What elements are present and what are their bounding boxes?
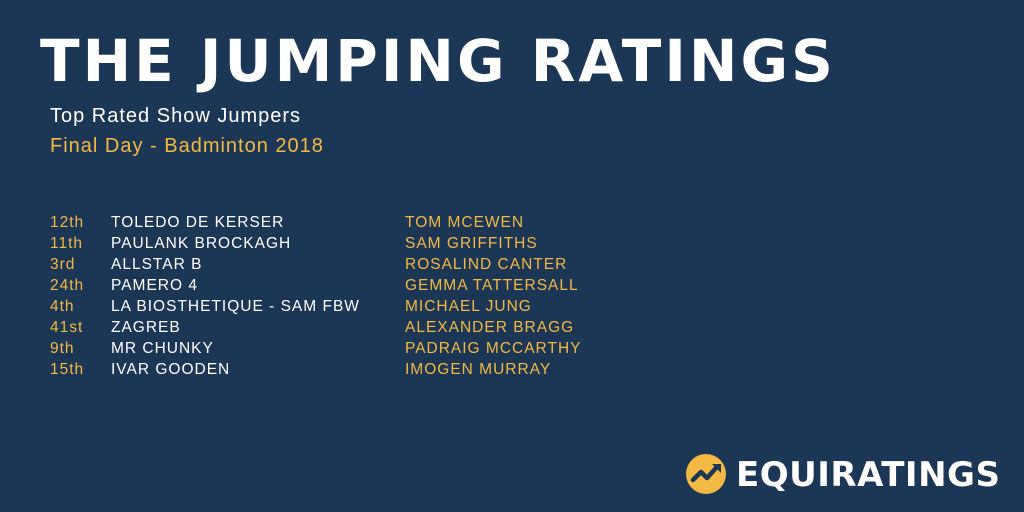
horse-name: PAMERO 4 xyxy=(111,277,198,294)
rank-label: 15th xyxy=(50,361,85,378)
brand-name: EQUIRATINGS xyxy=(736,455,1001,495)
horse-name: PAULANK BROCKAGH xyxy=(111,235,292,252)
rating-row: 24th PAMERO 4 GEMMA TATTERSALL xyxy=(50,275,670,296)
trend-arrow-icon xyxy=(686,454,726,494)
rating-row: 12th TOLEDO DE KERSER TOM MCEWEN xyxy=(50,212,670,233)
rider-name: MICHAEL JUNG xyxy=(405,298,532,315)
ratings-list: 12th TOLEDO DE KERSER TOM MCEWEN 11th PA… xyxy=(50,212,670,380)
brand-logo: EQUIRATINGS xyxy=(685,453,1000,497)
rating-row: 9th MR CHUNKY PADRAIG MCCARTHY xyxy=(50,338,670,359)
rating-row: 3rd ALLSTAR B ROSALIND CANTER xyxy=(50,254,670,275)
page-title: THE JUMPING RATINGS xyxy=(40,27,836,95)
rank-label: 12th xyxy=(50,214,85,231)
horse-name: ZAGREB xyxy=(111,319,181,336)
rank-label: 11th xyxy=(50,235,84,252)
rank-label: 9th xyxy=(50,340,75,357)
rider-name: IMOGEN MURRAY xyxy=(405,361,552,378)
subtitle: Top Rated Show Jumpers xyxy=(50,105,302,127)
horse-name: TOLEDO DE KERSER xyxy=(111,214,285,231)
rank-label: 24th xyxy=(50,277,85,294)
horse-name: LA BIOSTHETIQUE - SAM FBW xyxy=(111,298,360,315)
rider-name: TOM MCEWEN xyxy=(405,214,525,231)
rating-row: 15th IVAR GOODEN IMOGEN MURRAY xyxy=(50,359,670,380)
rank-label: 4th xyxy=(50,298,75,315)
rider-name: PADRAIG MCCARTHY xyxy=(405,340,582,357)
horse-name: MR CHUNKY xyxy=(111,340,214,357)
rating-row: 4th LA BIOSTHETIQUE - SAM FBW MICHAEL JU… xyxy=(50,296,670,317)
rating-row: 41st ZAGREB ALEXANDER BRAGG xyxy=(50,317,670,338)
horse-name: IVAR GOODEN xyxy=(111,361,231,378)
rider-name: ALEXANDER BRAGG xyxy=(405,319,575,336)
rider-name: SAM GRIFFITHS xyxy=(405,235,538,252)
event-label: Final Day - Badminton 2018 xyxy=(50,135,324,157)
rank-label: 3rd xyxy=(50,256,76,273)
rider-name: ROSALIND CANTER xyxy=(405,256,568,273)
rating-row: 11th PAULANK BROCKAGH SAM GRIFFITHS xyxy=(50,233,670,254)
rider-name: GEMMA TATTERSALL xyxy=(405,277,579,294)
horse-name: ALLSTAR B xyxy=(111,256,203,273)
rank-label: 41st xyxy=(50,319,84,336)
